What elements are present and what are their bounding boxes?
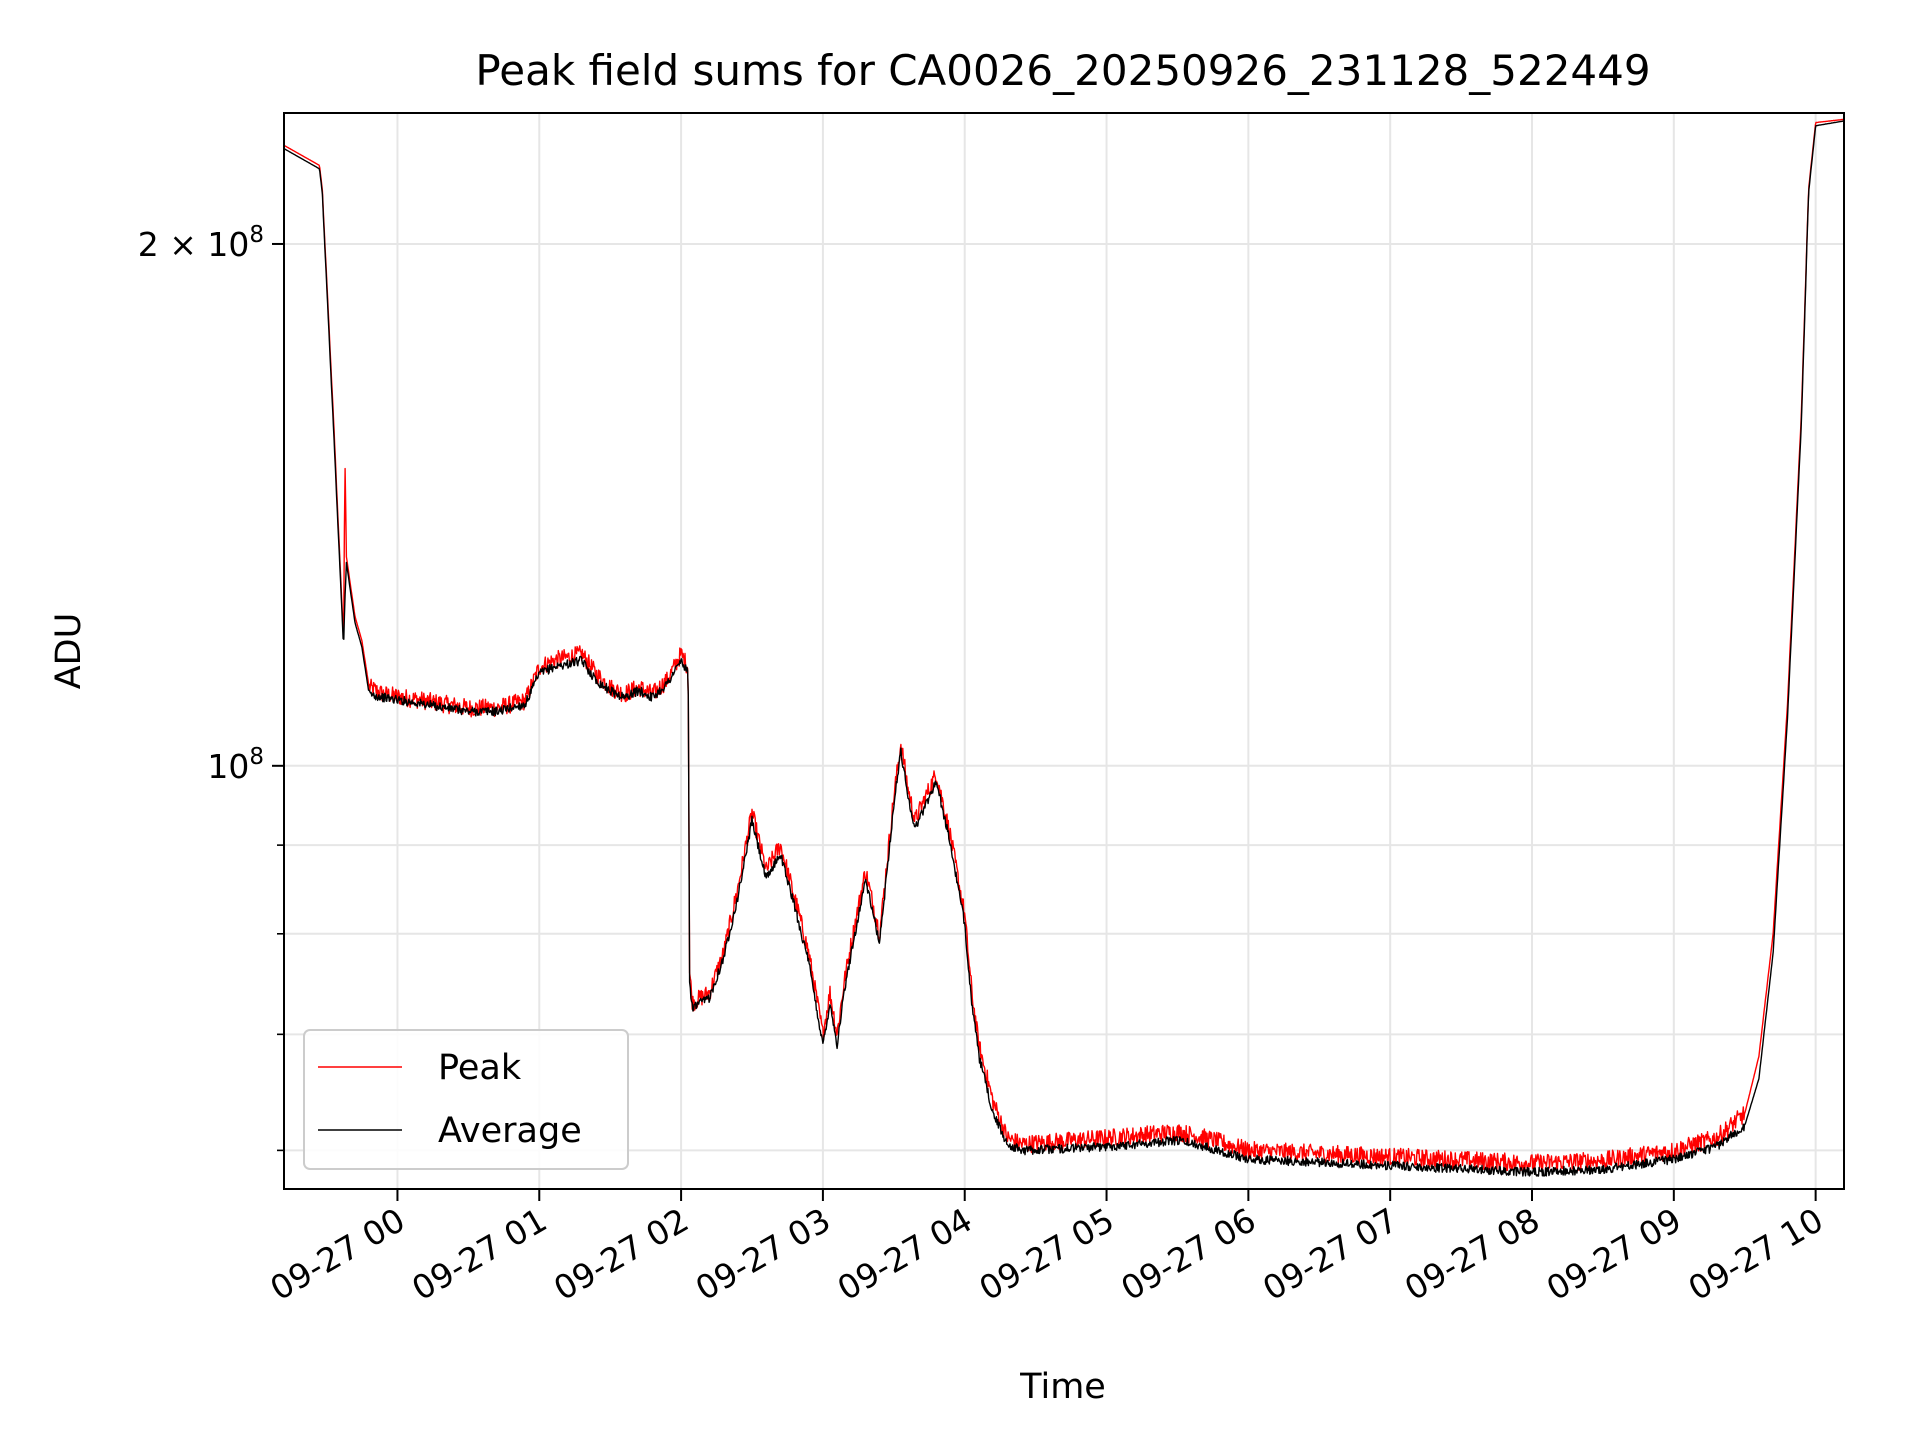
legend-label-peak: Peak	[438, 1048, 522, 1088]
plot-frame	[283, 112, 1845, 1190]
y-axis-title: ADU	[49, 613, 89, 690]
y-tick-label: 2 × 108	[138, 222, 264, 264]
chart-title: Peak field sums for CA0026_20250926_2311…	[475, 46, 1650, 95]
series-line-average	[284, 120, 1844, 1177]
legend-box	[303, 1029, 629, 1170]
series-layer	[284, 118, 1844, 1177]
y-axis: 108 2 × 108	[138, 222, 284, 1152]
legend: Peak Average	[303, 1029, 629, 1170]
legend-label-average: Average	[438, 1111, 582, 1151]
grid-lines	[284, 113, 1844, 1189]
y-tick-label: 108	[207, 744, 264, 786]
x-axis-title: Time	[1019, 1367, 1106, 1407]
